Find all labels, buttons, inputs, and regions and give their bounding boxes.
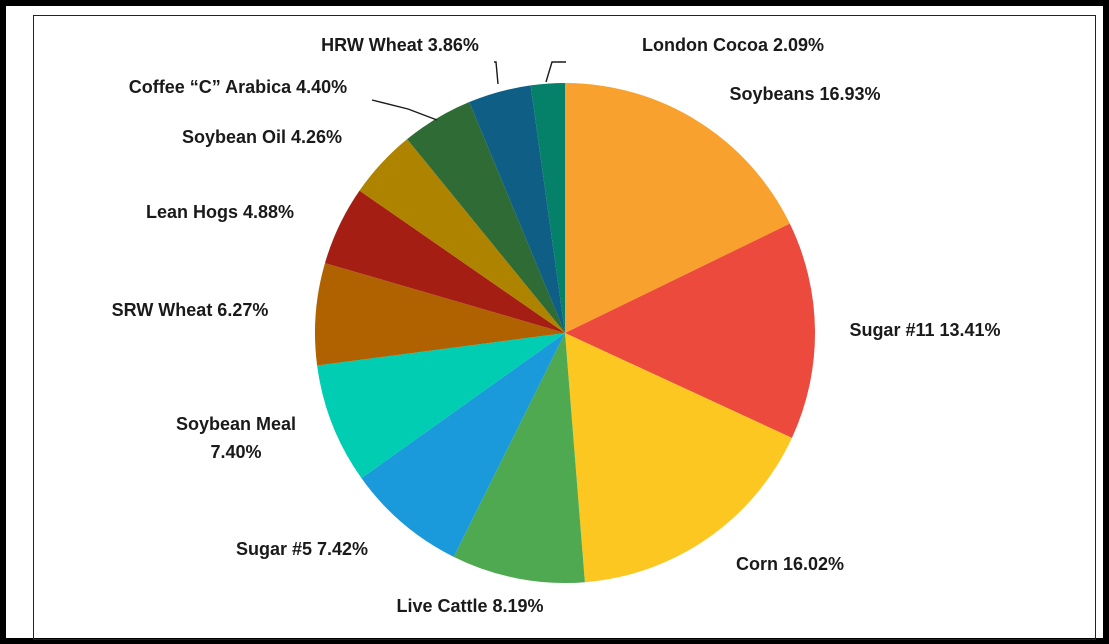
pie-slice-lean-hogs [324, 190, 565, 333]
pie-slice-corn [565, 333, 792, 583]
chart-border [33, 15, 1096, 640]
slice-label-sugar-11: Sugar #11 13.41% [849, 320, 1000, 340]
slice-label-srw-wheat: SRW Wheat 6.27% [112, 300, 269, 320]
slice-label-soybean-meal: Soybean Meal 7.40% [176, 414, 296, 462]
pie-slice-coffee-c-arabica [407, 102, 565, 333]
leader-line-hrw-wheat [494, 61, 499, 85]
slice-labels: Soybeans 16.93% Sugar #11 13.41% Corn 16.0… [112, 35, 1001, 616]
slice-label-london-cocoa: London Cocoa 2.09% [642, 35, 824, 55]
pie-slice-srw-wheat [315, 263, 565, 366]
pie-slice-sugar-11 [565, 223, 816, 438]
slice-label-coffee-c-arabica: Coffee “C” Arabica 4.40% [129, 77, 347, 97]
pie-slices [315, 83, 816, 584]
slice-label-corn: Corn 16.02% [736, 554, 844, 574]
pie-slice-soybean-meal [317, 333, 565, 479]
pie-slice-soybeans [565, 83, 790, 333]
slice-label-hrw-wheat: HRW Wheat 3.86% [321, 35, 479, 55]
pie-slice-soybean-oil [359, 139, 565, 333]
leader-line-coffee-c-arabica [371, 99, 438, 121]
slice-label-lean-hogs: Lean Hogs 4.88% [146, 202, 294, 222]
pie-slice-hrw-wheat [469, 85, 565, 333]
leader-lines [371, 61, 566, 121]
slice-label-sugar-5: Sugar #5 7.42% [236, 539, 368, 559]
pie-slice-london-cocoa [530, 83, 565, 333]
slice-label-live-cattle: Live Cattle 8.19% [396, 596, 543, 616]
slice-label-soybeans: Soybeans 16.93% [729, 84, 880, 104]
pie-slice-sugar-5 [361, 333, 565, 557]
pie-slice-live-cattle [453, 333, 585, 584]
slice-label-soybean-oil: Soybean Oil 4.26% [182, 127, 342, 147]
leader-line-london-cocoa [545, 61, 566, 83]
